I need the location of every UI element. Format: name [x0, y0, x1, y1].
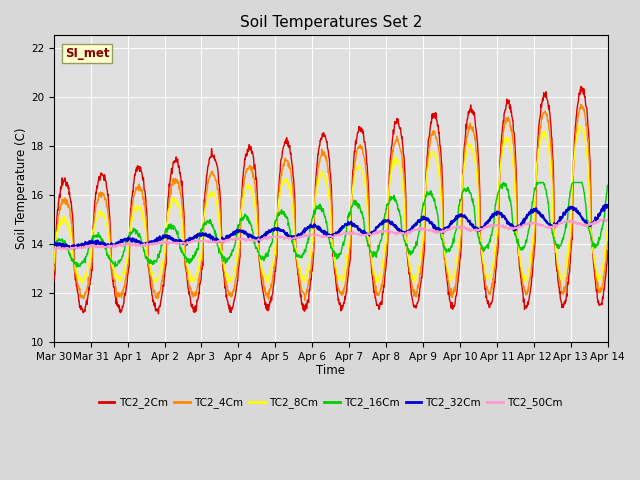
Legend: TC2_2Cm, TC2_4Cm, TC2_8Cm, TC2_16Cm, TC2_32Cm, TC2_50Cm: TC2_2Cm, TC2_4Cm, TC2_8Cm, TC2_16Cm, TC2… — [95, 393, 567, 412]
Title: Soil Temperatures Set 2: Soil Temperatures Set 2 — [239, 15, 422, 30]
Y-axis label: Soil Temperature (C): Soil Temperature (C) — [15, 128, 28, 250]
Text: SI_met: SI_met — [65, 47, 109, 60]
X-axis label: Time: Time — [316, 364, 345, 377]
